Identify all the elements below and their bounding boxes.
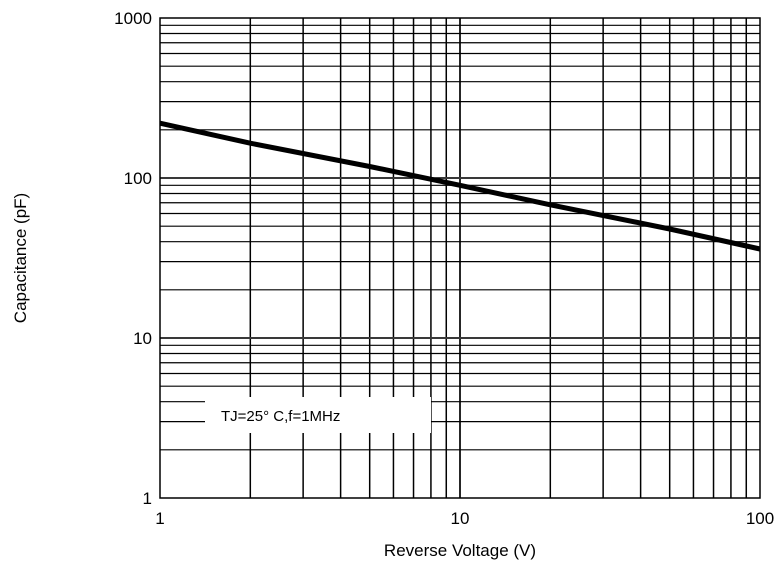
- annotation-box: [205, 397, 431, 433]
- annotation-label: TJ=25° C,f=1MHz: [221, 408, 340, 425]
- x-axis-label: Reverse Voltage (V): [384, 541, 536, 560]
- y-tick-label: 10: [133, 329, 152, 348]
- x-tick-labels: 1 10 100: [155, 509, 774, 528]
- series-line: [159, 120, 761, 252]
- y-tick-label: 1000: [114, 9, 152, 28]
- x-tick-label: 1: [155, 509, 164, 528]
- y-tick-label: 100: [124, 169, 152, 188]
- y-axis-label: Capacitance (pF): [11, 193, 30, 323]
- y-tick-labels: 1 10 100 1000: [114, 9, 152, 508]
- plot-frame: [159, 17, 761, 499]
- series-group: [159, 120, 761, 252]
- x-tick-label: 100: [746, 509, 774, 528]
- x-tick-label: 10: [451, 509, 470, 528]
- y-tick-label: 1: [143, 489, 152, 508]
- grid-lines: [160, 18, 760, 498]
